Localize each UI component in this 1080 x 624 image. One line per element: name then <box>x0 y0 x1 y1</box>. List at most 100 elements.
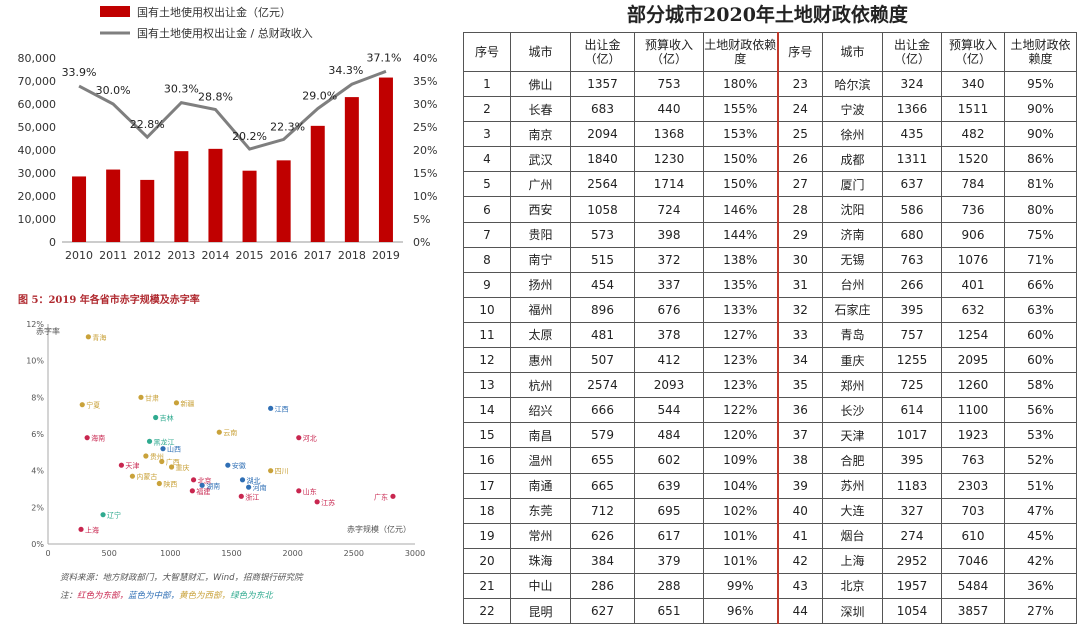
revenue-bar <box>344 97 359 242</box>
table-cell: 6 <box>463 196 511 223</box>
province-label: 河南 <box>253 483 267 492</box>
province-label: 云南 <box>223 428 237 437</box>
table-cell: 515 <box>570 246 635 273</box>
y-tick-label: 8% <box>31 393 44 402</box>
y-tick-label: 2% <box>31 503 44 512</box>
table-cell: 长沙 <box>822 397 883 424</box>
province-label: 黑龙江 <box>154 437 175 446</box>
y-tick-label: 12% <box>26 320 44 329</box>
table-cell: 435 <box>882 121 942 148</box>
table-cell: 80% <box>1004 196 1077 223</box>
province-label: 江西 <box>275 405 289 413</box>
col-header-index: 序号 <box>463 32 511 72</box>
table-row: 19 常州 626 617 101% 41 烟台 274 610 45% <box>463 522 1077 549</box>
table-cell: 常州 <box>510 522 571 549</box>
table-cell: 沈阳 <box>822 196 883 223</box>
table-cell: 青岛 <box>822 321 883 349</box>
table-cell: 626 <box>570 522 635 549</box>
table-cell: 绍兴 <box>510 397 571 424</box>
table-cell: 温州 <box>510 447 571 474</box>
table-cell: 683 <box>570 96 635 123</box>
table-cell: 763 <box>882 246 942 273</box>
table-cell: 398 <box>634 221 704 248</box>
province-label: 贵州 <box>150 452 164 461</box>
x-tick-label: 2500 <box>344 549 364 558</box>
table-cell: 127% <box>703 321 779 349</box>
table-row: 20 珠海 384 379 101% 42 上海 2952 7046 42% <box>463 547 1077 574</box>
table-cell: 4 <box>463 146 511 173</box>
ratio-data-label: 30.0% <box>96 84 131 97</box>
province-point <box>246 484 252 490</box>
table-cell: 宁波 <box>822 96 883 123</box>
table-cell: 327 <box>882 497 942 524</box>
table-row: 11 太原 481 378 127% 33 青岛 757 1254 60% <box>463 321 1077 349</box>
table-cell: 384 <box>570 547 635 574</box>
table-cell: 1183 <box>882 472 942 499</box>
color-legend-central: 蓝色为中部， <box>128 591 180 601</box>
table-cell: 724 <box>634 196 704 223</box>
table-cell: 18 <box>463 497 511 524</box>
province-point <box>118 462 124 468</box>
table-cell: 22 <box>463 597 511 624</box>
table-cell: 昆明 <box>510 597 571 624</box>
y-tick-label: 60,000 <box>18 98 57 111</box>
table-cell: 481 <box>570 321 635 349</box>
table-cell: 150% <box>703 171 779 198</box>
province-label: 湖南 <box>206 481 220 490</box>
table-cell: 655 <box>570 447 635 474</box>
table-cell: 753 <box>634 70 704 98</box>
table-row: 12 惠州 507 412 123% 34 重庆 1255 2095 60% <box>463 347 1077 374</box>
province-point <box>78 526 84 532</box>
table-cell: 32 <box>777 296 823 323</box>
table-cell: 123% <box>703 347 779 374</box>
province-label: 江苏 <box>321 498 335 507</box>
y2-tick-label: 30% <box>413 98 437 111</box>
legend-bar-swatch <box>100 6 130 17</box>
table-cell: 651 <box>634 597 704 624</box>
table-cell: 1054 <box>882 597 942 624</box>
table-cell: 665 <box>570 472 635 499</box>
province-label: 辽宁 <box>107 511 121 520</box>
table-cell: 3 <box>463 121 511 148</box>
y-tick-label: 80,000 <box>18 52 57 65</box>
table-cell: 180% <box>703 70 779 98</box>
table-cell: 58% <box>1004 372 1077 399</box>
province-point <box>268 468 274 474</box>
table-cell: 81% <box>1004 171 1077 198</box>
y-tick-label: 70,000 <box>18 75 57 88</box>
table-cell: 109% <box>703 447 779 474</box>
table-cell: 86% <box>1004 146 1077 173</box>
x-tick-label: 2014 <box>201 249 229 262</box>
table-cell: 济南 <box>822 221 883 248</box>
table-cell: 150% <box>703 146 779 173</box>
table-cell: 602 <box>634 447 704 474</box>
table-cell: 579 <box>570 422 635 449</box>
ratio-data-label: 22.8% <box>130 118 165 131</box>
table-cell: 56% <box>1004 397 1077 424</box>
table-cell: 153% <box>703 121 779 148</box>
y2-tick-label: 20% <box>413 144 437 157</box>
table-cell: 95% <box>1004 70 1077 98</box>
table-cell: 长春 <box>510 96 571 123</box>
scatter-chart-title: 图 5：2019 年各省市赤字规模及赤字率 <box>18 295 200 306</box>
table-cell: 36% <box>1004 572 1077 599</box>
table-cell: 北京 <box>822 572 883 599</box>
table-cell: 484 <box>634 422 704 449</box>
table-cell: 福州 <box>510 296 571 323</box>
table-cell: 广州 <box>510 171 571 198</box>
table-row: 16 温州 655 602 109% 38 合肥 395 763 52% <box>463 447 1077 474</box>
table-row: 9 扬州 454 337 135% 31 台州 266 401 66% <box>463 271 1077 298</box>
table-cell: 27 <box>777 171 823 198</box>
table-cell: 66% <box>1004 271 1077 298</box>
table-cell: 1311 <box>882 146 942 173</box>
revenue-bar <box>72 176 87 242</box>
table-cell: 37 <box>777 422 823 449</box>
table-row: 1 佛山 1357 753 180% 23 哈尔滨 324 340 95% <box>463 70 1077 98</box>
y2-tick-label: 0% <box>413 236 430 249</box>
revenue-bar <box>276 160 291 242</box>
y-tick-label: 10,000 <box>18 213 57 226</box>
table-cell: 101% <box>703 522 779 549</box>
province-point <box>225 462 231 468</box>
table-cell: 35 <box>777 372 823 399</box>
table-cell: 石家庄 <box>822 296 883 323</box>
